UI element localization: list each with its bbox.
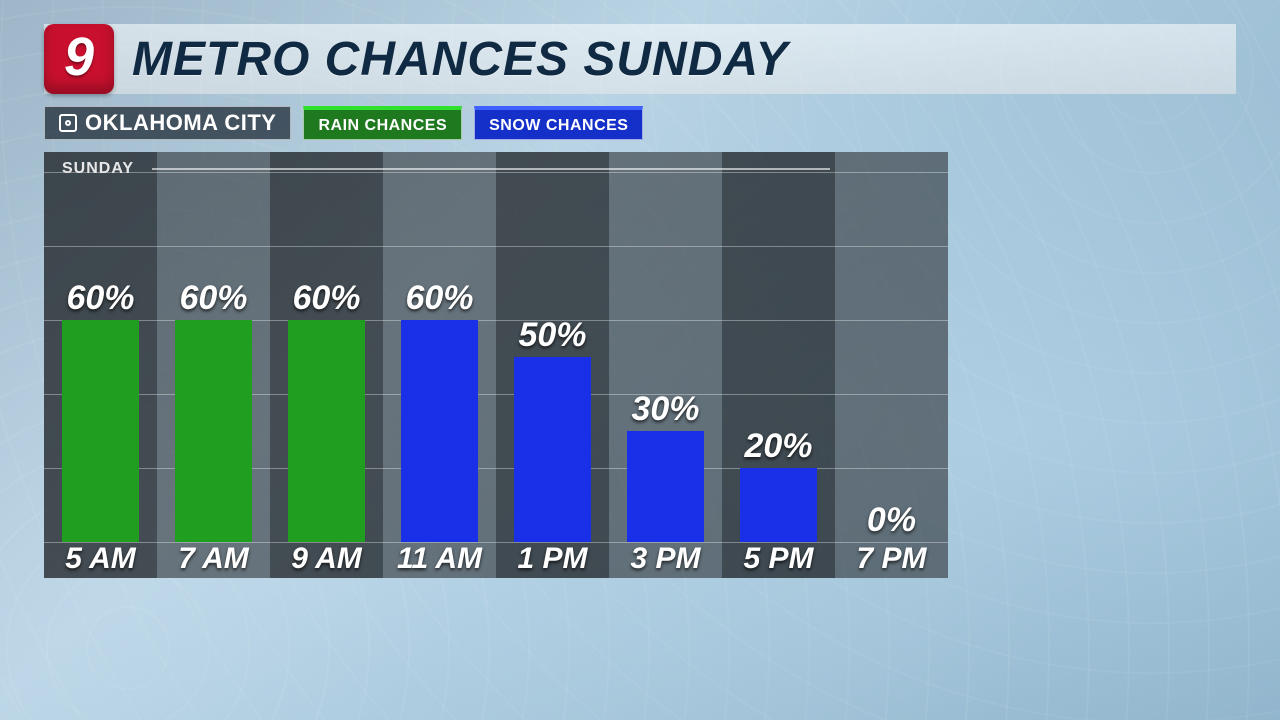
- legend-rain-label: RAIN CHANCES: [318, 117, 447, 135]
- title-bar: 9 METRO CHANCES SUNDAY: [44, 24, 1236, 94]
- bar-percent-label: 0%: [867, 501, 916, 540]
- bar-percent-label: 60%: [66, 279, 134, 318]
- chart-slot: 60% 5 AM: [44, 152, 157, 578]
- bar-percent-label: 60%: [292, 279, 360, 318]
- station-logo: 9: [44, 24, 114, 94]
- snow-bar: [627, 431, 704, 542]
- bar-time-label: 1 PM: [496, 542, 609, 576]
- bar-time-label: 5 AM: [44, 542, 157, 576]
- chart-slot: 60% 7 AM: [157, 152, 270, 578]
- crosshair-icon: [59, 114, 77, 132]
- rain-bar: [175, 320, 252, 542]
- legend-rain: RAIN CHANCES: [303, 106, 462, 140]
- bar-percent-label: 50%: [518, 316, 586, 355]
- chart-slot: 20% 5 PM: [722, 152, 835, 578]
- legend-snow: SNOW CHANCES: [474, 106, 643, 140]
- bar-percent-label: 60%: [405, 279, 473, 318]
- station-logo-text: 9: [64, 26, 94, 88]
- snow-bar: [740, 468, 817, 542]
- page-title: METRO CHANCES SUNDAY: [132, 32, 788, 87]
- chart-slot: 60% 9 AM: [270, 152, 383, 578]
- precip-chart: SUNDAY 60%5 AM60%7 AM60%9 AM60%11 AM50%1…: [44, 152, 948, 578]
- bar-percent-label: 20%: [744, 427, 812, 466]
- chart-slot: 50% 1 PM: [496, 152, 609, 578]
- bar-time-label: 11 AM: [383, 542, 496, 576]
- bar-time-label: 7 AM: [157, 542, 270, 576]
- legend-row: OKLAHOMA CITY RAIN CHANCES SNOW CHANCES: [44, 106, 643, 140]
- chart-slot: 60% 11 AM: [383, 152, 496, 578]
- rain-bar: [288, 320, 365, 542]
- legend-snow-label: SNOW CHANCES: [489, 117, 628, 135]
- bar-time-label: 5 PM: [722, 542, 835, 576]
- location-label: OKLAHOMA CITY: [85, 110, 276, 136]
- bar-time-label: 9 AM: [270, 542, 383, 576]
- chart-bars: 60%5 AM60%7 AM60%9 AM60%11 AM50%1 PM30%3…: [44, 152, 948, 578]
- bar-percent-label: 30%: [631, 390, 699, 429]
- bar-time-label: 7 PM: [835, 542, 948, 576]
- bar-percent-label: 60%: [179, 279, 247, 318]
- rain-bar: [62, 320, 139, 542]
- bar-time-label: 3 PM: [609, 542, 722, 576]
- chart-slot: 0%7 PM: [835, 152, 948, 578]
- snow-bar: [401, 320, 478, 542]
- location-pill: OKLAHOMA CITY: [44, 106, 291, 140]
- snow-bar: [514, 357, 591, 542]
- chart-slot: 30% 3 PM: [609, 152, 722, 578]
